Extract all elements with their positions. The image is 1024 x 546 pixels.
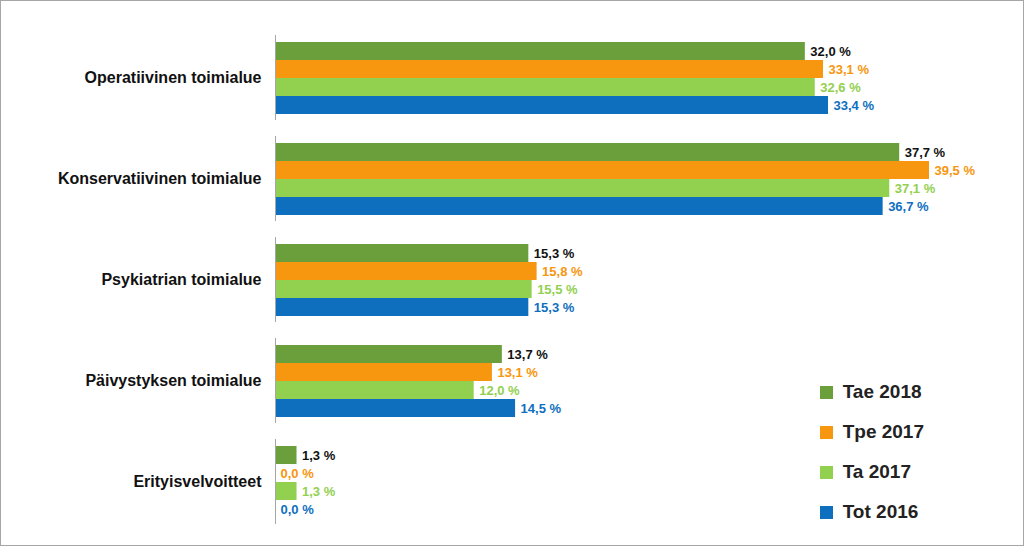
svg-text:13,1 %: 13,1 % <box>497 365 538 380</box>
svg-text:13,7 %: 13,7 % <box>507 347 548 362</box>
svg-text:32,6 %: 32,6 % <box>820 80 861 95</box>
svg-text:15,8 %: 15,8 % <box>542 264 583 279</box>
svg-text:Psykiatrian toimialue: Psykiatrian toimialue <box>101 271 261 288</box>
svg-text:32,0 %: 32,0 % <box>810 44 851 59</box>
svg-text:33,1 %: 33,1 % <box>829 62 870 77</box>
html-text:Tpe 2017: Tpe 2017 <box>842 421 924 442</box>
svg-text:15,3 %: 15,3 % <box>534 300 575 315</box>
svg-text:37,1 %: 37,1 % <box>895 181 936 196</box>
svg-text:36,7 %: 36,7 % <box>888 199 929 214</box>
svg-text:1,3 %: 1,3 % <box>302 448 336 463</box>
svg-text:37,7 %: 37,7 % <box>905 145 946 160</box>
svg-text:Päivystyksen toimialue: Päivystyksen toimialue <box>85 372 261 389</box>
html-text:Tae 2018: Tae 2018 <box>842 381 922 402</box>
svg-text:1,3 %: 1,3 % <box>302 484 336 499</box>
svg-text:0,0 %: 0,0 % <box>281 466 315 481</box>
svg-text:15,3 %: 15,3 % <box>534 246 575 261</box>
svg-text:15,5 %: 15,5 % <box>537 282 578 297</box>
svg-text:12,0 %: 12,0 % <box>479 383 520 398</box>
svg-text:Operatiivinen toimialue: Operatiivinen toimialue <box>85 69 262 86</box>
svg-text:0,0 %: 0,0 % <box>281 502 315 517</box>
html-text:Ta 2017: Ta 2017 <box>842 461 911 482</box>
svg-text:33,4 %: 33,4 % <box>834 98 875 113</box>
svg-text:Konservatiivinen toimialue: Konservatiivinen toimialue <box>58 170 262 187</box>
html-text:Tot 2016: Tot 2016 <box>842 501 919 522</box>
svg-text:14,5 %: 14,5 % <box>521 401 562 416</box>
svg-text:39,5 %: 39,5 % <box>935 163 976 178</box>
svg-text:Erityisvelvoitteet: Erityisvelvoitteet <box>133 473 262 490</box>
